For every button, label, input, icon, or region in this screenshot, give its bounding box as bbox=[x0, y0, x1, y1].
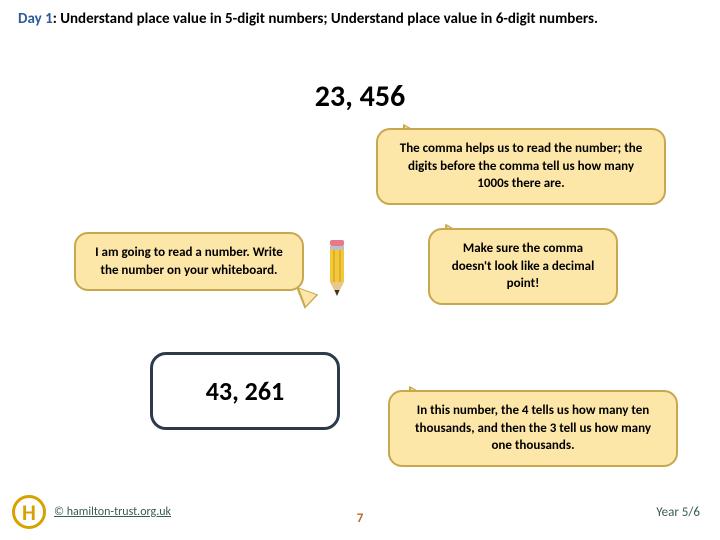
day-prefix: Day 1 bbox=[18, 10, 53, 28]
answer-box: 43, 261 bbox=[150, 352, 340, 430]
title-text: Understand place value in 5-digit number… bbox=[60, 10, 598, 28]
copyright-link[interactable]: © hamilton-trust.org.uk bbox=[54, 505, 171, 519]
example-number: 23, 456 bbox=[0, 78, 720, 115]
slide-title: Day 1: Understand place value in 5-digit… bbox=[0, 0, 720, 35]
year-label: Year 5/6 bbox=[656, 505, 700, 520]
page-number: 7 bbox=[357, 511, 364, 526]
pencil-icon bbox=[320, 238, 354, 298]
callout-comma-explanation: The comma helps us to read the number; t… bbox=[376, 128, 666, 205]
callout-warning: Make sure the comma doesn't look like a … bbox=[428, 228, 618, 305]
hamilton-logo-icon: H bbox=[12, 495, 46, 529]
callout-digit-explanation: In this number, the 4 tells us how many … bbox=[388, 390, 678, 467]
callout-instruction: I am going to read a number. Write the n… bbox=[74, 232, 304, 291]
answer-number: 43, 261 bbox=[206, 375, 284, 407]
